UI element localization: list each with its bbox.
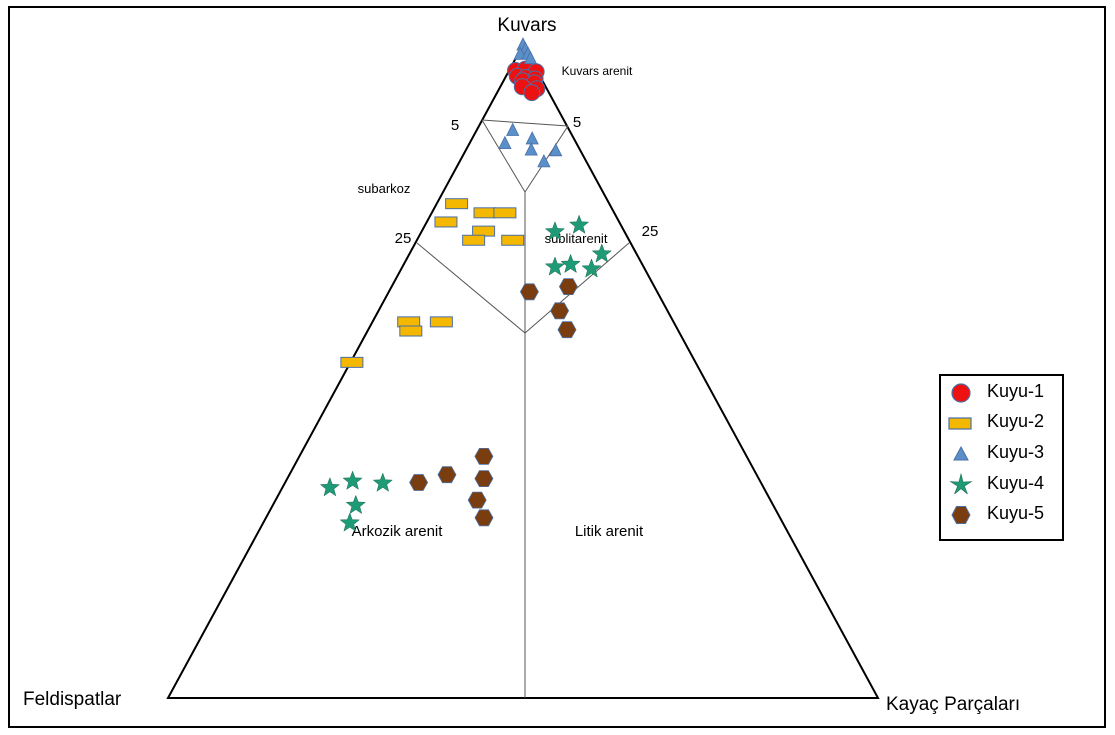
data-point-kuyu-4 (342, 470, 363, 490)
data-point-kuyu-2 (501, 234, 525, 246)
data-point-kuyu-4 (345, 494, 366, 515)
hexagon-marker-icon (951, 506, 971, 524)
vertex-label-kayac-parcalari: Kayaç Parçaları (886, 694, 1020, 715)
data-point-kuyu-3 (549, 142, 563, 157)
data-point-kuyu-4 (339, 512, 360, 532)
data-points (319, 37, 612, 532)
data-point-kuyu-4 (372, 472, 393, 492)
data-point-kuyu-4 (560, 253, 581, 274)
field-label-subarkoz: subarkoz (358, 181, 411, 196)
tick-label-left-5: 5 (451, 117, 459, 134)
legend-item-kuyu-2: Kuyu-2 (941, 408, 1062, 438)
data-point-kuyu-5 (474, 447, 494, 465)
vertex-label-kuvars: Kuvars (497, 15, 556, 36)
data-point-kuyu-5 (557, 321, 577, 339)
data-point-kuyu-2 (445, 198, 469, 210)
data-point-kuyu-2 (473, 207, 497, 219)
vertex-label-feldispatlar: Feldispatlar (23, 689, 122, 710)
rectangle-marker-icon (948, 417, 972, 430)
data-point-kuyu-4 (544, 221, 566, 241)
data-point-kuyu-2 (399, 325, 423, 337)
data-point-kuyu-5 (558, 278, 578, 296)
data-point-kuyu-5 (519, 283, 539, 301)
legend-item-kuyu-4: Kuyu-4 (941, 470, 1062, 500)
circle-marker-icon (951, 383, 971, 403)
field-label-litik-arenit: Litik arenit (575, 523, 644, 540)
data-point-kuyu-4 (591, 243, 612, 263)
data-point-kuyu-5 (474, 470, 494, 488)
legend-label: Kuyu-1 (987, 381, 1045, 401)
field-label-arkozik-arenit: Arkozik arenit (352, 523, 444, 540)
figure-frame: Kuvars Feldispatlar Kayaç Parçaları 5 5 … (8, 6, 1106, 728)
boundary-subarkoz-bottom (416, 242, 526, 334)
boundary-subarkoz-top (481, 119, 526, 193)
triangle-outline (166, 42, 880, 699)
data-point-kuyu-4 (581, 258, 602, 278)
data-point-kuyu-3 (523, 50, 538, 65)
data-point-kuyu-5 (409, 474, 429, 491)
legend-label: Kuyu-5 (987, 503, 1045, 523)
data-point-kuyu-1 (523, 84, 541, 102)
boundary-sublitarenit-top (524, 125, 569, 193)
data-point-kuyu-3 (498, 135, 512, 150)
boundary-q95 (481, 119, 569, 127)
legend-item-kuyu-5: Kuyu-5 (941, 500, 1062, 530)
data-point-kuyu-3 (506, 122, 520, 136)
data-point-kuyu-4 (568, 214, 590, 234)
data-point-kuyu-2 (472, 225, 496, 237)
data-point-kuyu-2 (493, 207, 517, 219)
legend-label: Kuyu-3 (987, 442, 1045, 462)
legend-label: Kuyu-4 (987, 473, 1045, 493)
data-point-kuyu-2 (434, 216, 458, 228)
data-point-kuyu-4 (544, 256, 566, 276)
legend-item-kuyu-3: Kuyu-3 (941, 439, 1062, 469)
ternary-diagram: Kuvars Feldispatlar Kayaç Parçaları 5 5 … (23, 15, 1020, 715)
field-label-kuvars-arenit: Kuvars arenit (562, 64, 633, 78)
tick-label-right-5: 5 (573, 114, 581, 131)
data-point-kuyu-5 (437, 466, 457, 484)
data-point-kuyu-5 (467, 491, 487, 509)
data-point-kuyu-3 (524, 142, 538, 156)
star-marker-icon (949, 473, 973, 495)
triangle-marker-icon (953, 445, 969, 461)
data-point-kuyu-5 (550, 302, 570, 320)
field-label-sublitarenit: sublitarenit (545, 231, 608, 246)
data-point-kuyu-2 (462, 234, 486, 246)
data-point-kuyu-5 (474, 509, 494, 527)
data-point-kuyu-2 (429, 316, 453, 328)
tick-label-left-25: 25 (395, 230, 412, 247)
data-point-kuyu-2 (340, 356, 364, 368)
legend-label: Kuyu-2 (987, 411, 1045, 431)
data-point-kuyu-3 (525, 131, 539, 145)
legend-item-kuyu-1: Kuyu-1 (941, 378, 1062, 408)
data-point-kuyu-4 (319, 476, 341, 497)
data-point-kuyu-3 (537, 154, 551, 168)
tick-label-right-25: 25 (642, 223, 659, 240)
data-point-kuyu-2 (397, 316, 421, 328)
legend: Kuyu-1 Kuyu-2 Kuyu-3 Kuyu-4 Kuyu-5 (939, 374, 1064, 541)
